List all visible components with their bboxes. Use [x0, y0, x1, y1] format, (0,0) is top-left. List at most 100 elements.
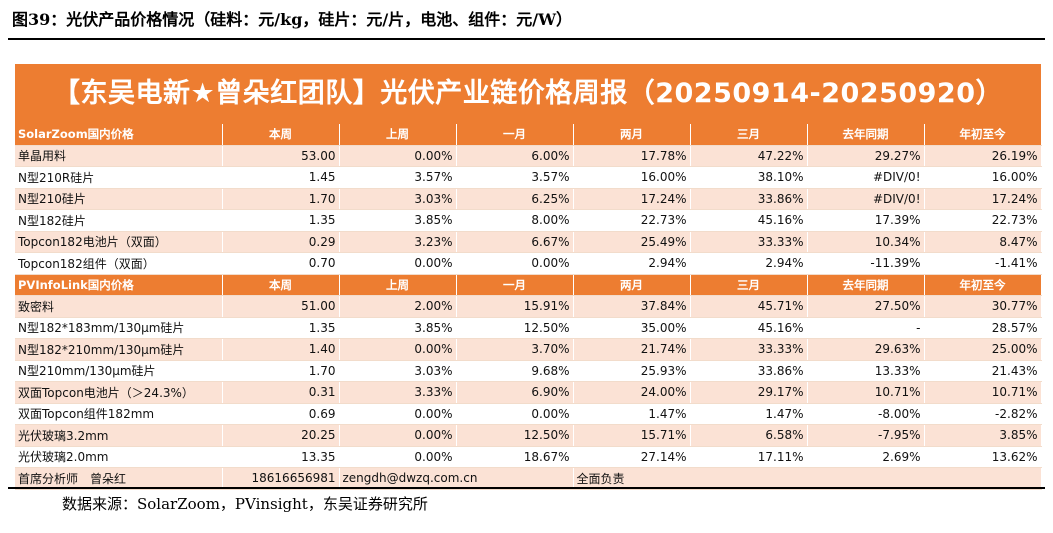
value-cell: 3.57% [339, 166, 457, 189]
value-cell: 51.00 [222, 295, 340, 318]
value-cell: 3.33% [339, 381, 457, 404]
table-row: 光伏玻璃2.0mm 13.35 0.00% 18.67% 27.14% 17.11% 2.6… [15, 446, 1042, 468]
value-cell: 3.03% [339, 188, 457, 210]
section-header-row: SolarZoom国内价格 本周 上周 一月 两月 三月 去年同期 年初至今 [15, 124, 1042, 146]
bottom-rule [8, 487, 1045, 489]
figure-caption: 图39：光伏产品价格情况（硅料：元/kg，硅片：元/片，电池、组件：元/W） [12, 10, 573, 29]
row-item-label: N型210mm/130μm硅片 [15, 360, 223, 382]
value-cell: 0.00% [339, 403, 457, 425]
table-row: N型182*210mm/130μm硅片 1.40 0.00% 3.70% 21.74% 3… [15, 338, 1042, 361]
value-cell: 21.43% [924, 360, 1042, 382]
value-cell: 6.00% [456, 145, 574, 167]
row-item-label: 双面Topcon电池片（＞24.3%） [15, 381, 223, 404]
row-item-label: 光伏玻璃2.0mm [15, 446, 223, 468]
value-cell: 0.00% [339, 252, 457, 275]
value-cell: 17.24% [573, 188, 691, 210]
analyst-name: 首席分析师 曾朵红 [15, 467, 223, 490]
value-cell: 17.24% [924, 188, 1042, 210]
value-cell: 38.10% [690, 166, 808, 189]
row-item-label: N型182*183mm/130μm硅片 [15, 317, 223, 339]
value-cell: 2.00% [339, 295, 457, 318]
value-cell: 1.35 [222, 317, 340, 339]
value-cell: - [807, 317, 925, 339]
value-cell: 20.25 [222, 424, 340, 447]
section-header-row: PVInfoLink国内价格 本周 上周 一月 两月 三月 去年同期 年初至今 [15, 274, 1042, 296]
value-cell: 13.35 [222, 446, 340, 468]
value-cell: 30.77% [924, 295, 1042, 318]
value-cell: 3.70% [456, 338, 574, 361]
table-row: N型210R硅片 1.45 3.57% 3.57% 16.00% 38.10% #DIV/0… [15, 166, 1042, 189]
value-cell: 18.67% [456, 446, 574, 468]
value-cell: 3.23% [339, 231, 457, 253]
column-header: 本周 [222, 274, 340, 296]
table-row: N型182*183mm/130μm硅片 1.35 3.85% 12.50% 35.00%… [15, 317, 1042, 339]
value-cell: #DIV/0! [807, 188, 925, 210]
row-item-label: Topcon182电池片（双面） [15, 231, 223, 253]
value-cell: 45.16% [690, 209, 808, 232]
column-header: 年初至今 [924, 274, 1042, 296]
price-report: 【东吴电新★曾朵红团队】光伏产业链价格周报（20250914-20250920）… [15, 64, 1042, 490]
value-cell: 0.70 [222, 252, 340, 275]
value-cell: -7.95% [807, 424, 925, 447]
analyst-role: 全面负责 [573, 467, 1042, 490]
value-cell: 13.62% [924, 446, 1042, 468]
section-name: PVInfoLink国内价格 [15, 274, 223, 296]
row-item-label: N型182硅片 [15, 209, 223, 232]
value-cell: 25.00% [924, 338, 1042, 361]
value-cell: 16.00% [573, 166, 691, 189]
value-cell: 27.14% [573, 446, 691, 468]
value-cell: -8.00% [807, 403, 925, 425]
value-cell: 9.68% [456, 360, 574, 382]
value-cell: 29.63% [807, 338, 925, 361]
table-row: N型182硅片 1.35 3.85% 8.00% 22.73% 45.16% 17.39% 2… [15, 209, 1042, 232]
value-cell: 10.34% [807, 231, 925, 253]
value-cell: 0.00% [456, 252, 574, 275]
value-cell: 1.47% [573, 403, 691, 425]
value-cell: 53.00 [222, 145, 340, 167]
value-cell: 37.84% [573, 295, 691, 318]
value-cell: 6.90% [456, 381, 574, 404]
column-header: 两月 [573, 274, 691, 296]
value-cell: 0.69 [222, 403, 340, 425]
value-cell: 13.33% [807, 360, 925, 382]
value-cell: 3.85% [924, 424, 1042, 447]
value-cell: 21.74% [573, 338, 691, 361]
table-row: 致密料 51.00 2.00% 15.91% 37.84% 45.71% 27.50% 30.… [15, 295, 1042, 318]
column-header: 两月 [573, 124, 691, 146]
value-cell: 15.71% [573, 424, 691, 447]
value-cell: #DIV/0! [807, 166, 925, 189]
analyst-footer-row: 首席分析师 曾朵红 18616656981 zengdh@dwzq.com.cn 全面… [15, 467, 1042, 490]
column-header: 上周 [339, 124, 457, 146]
value-cell: 2.94% [573, 252, 691, 275]
column-header: 去年同期 [807, 274, 925, 296]
value-cell: 0.00% [339, 424, 457, 447]
value-cell: 24.00% [573, 381, 691, 404]
analyst-phone: 18616656981 [222, 467, 340, 490]
report-title-banner: 【东吴电新★曾朵红团队】光伏产业链价格周报（20250914-20250920） [15, 64, 1041, 124]
row-item-label: 致密料 [15, 295, 223, 318]
value-cell: 2.69% [807, 446, 925, 468]
value-cell: 6.58% [690, 424, 808, 447]
value-cell: 35.00% [573, 317, 691, 339]
value-cell: -1.41% [924, 252, 1042, 275]
value-cell: 1.45 [222, 166, 340, 189]
value-cell: 25.49% [573, 231, 691, 253]
column-header: 三月 [690, 124, 808, 146]
row-item-label: N型210R硅片 [15, 166, 223, 189]
row-item-label: 双面Topcon组件182mm [15, 403, 223, 425]
value-cell: 17.39% [807, 209, 925, 232]
value-cell: 0.00% [339, 446, 457, 468]
table-row: 单晶用料 53.00 0.00% 6.00% 17.78% 47.22% 29.27% 26.… [15, 145, 1042, 167]
table-row: 光伏玻璃3.2mm 20.25 0.00% 12.50% 15.71% 6.58% -7.9… [15, 424, 1042, 447]
table-row: N型210硅片 1.70 3.03% 6.25% 17.24% 33.86% #DIV/0!… [15, 188, 1042, 210]
value-cell: 3.85% [339, 317, 457, 339]
value-cell: 22.73% [573, 209, 691, 232]
column-header: 一月 [456, 274, 574, 296]
row-item-label: N型210硅片 [15, 188, 223, 210]
value-cell: 2.94% [690, 252, 808, 275]
value-cell: 15.91% [456, 295, 574, 318]
value-cell: 12.50% [456, 317, 574, 339]
price-table: SolarZoom国内价格 本周 上周 一月 两月 三月 去年同期 年初至今 单晶用料 53.00… [15, 124, 1042, 490]
value-cell: 25.93% [573, 360, 691, 382]
value-cell: 10.71% [807, 381, 925, 404]
